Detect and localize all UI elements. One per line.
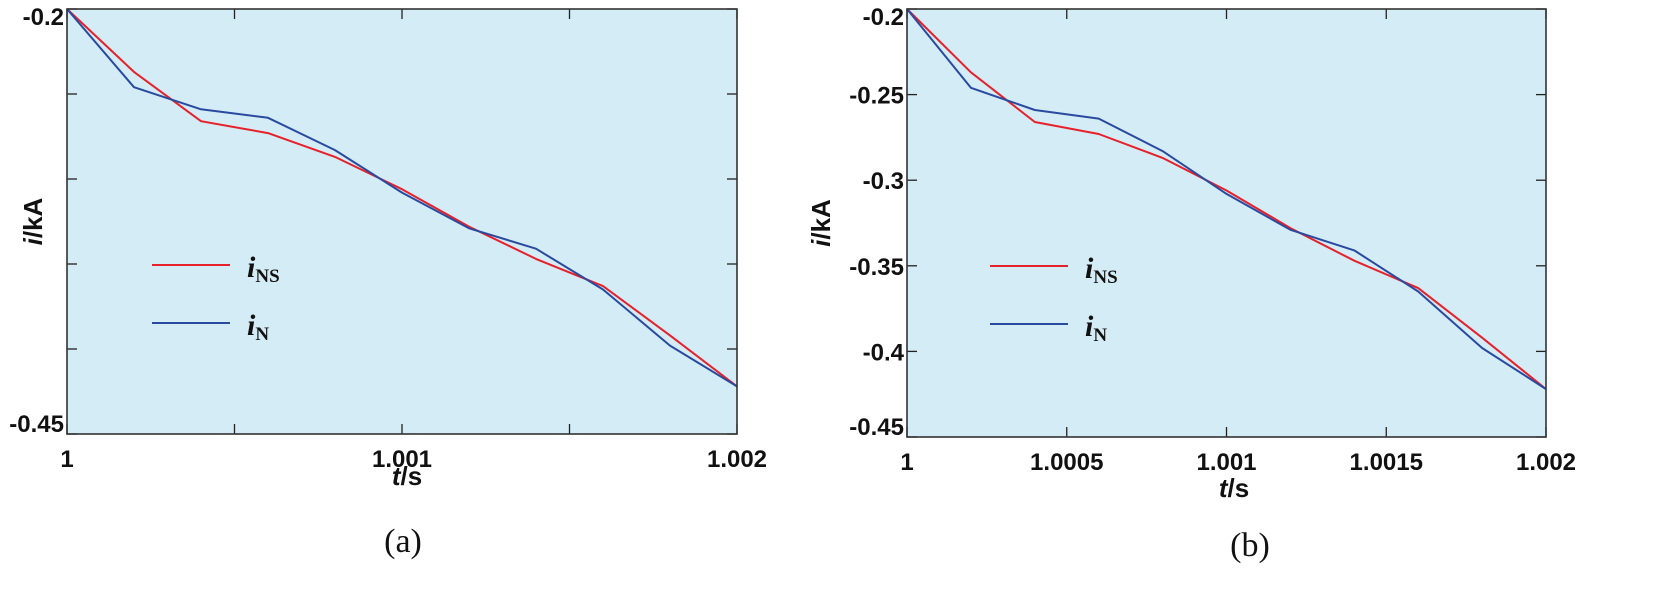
plot-area: [907, 9, 1546, 437]
y-axis-var: i: [18, 237, 48, 245]
x-tick-label: 1.001: [1196, 449, 1256, 476]
series-line-i-n: [66, 8, 738, 388]
legend-subscript: N: [255, 324, 269, 345]
plot-frame: [66, 8, 738, 435]
legend-label-i-n: iN: [1085, 310, 1107, 346]
x-axis-unit: /s: [1227, 473, 1249, 503]
legend-var: i: [247, 309, 256, 342]
y-tick-label: -0.45: [9, 411, 64, 438]
y-tick-label: -0.4: [863, 339, 905, 366]
x-tick-label: 1.0005: [1030, 449, 1103, 476]
y-tick-label: -0.35: [849, 254, 904, 281]
y-tick-label: -0.2: [23, 4, 64, 31]
panel-caption: (a): [384, 523, 422, 560]
series-line-i-ns: [906, 8, 1547, 390]
legend-var: i: [1085, 310, 1094, 343]
panel-b: 1 1.0005 1.001 1.0015 1.002 -0.2 -0.25 -0.3 -0.3…: [806, 4, 1576, 564]
legend-label-i-n: iN: [247, 309, 269, 345]
x-tick-label: 1.0015: [1350, 449, 1423, 476]
legend-label-i-ns: iNS: [1085, 252, 1118, 288]
legend-subscript: N: [1093, 325, 1107, 346]
y-tick-label: -0.45: [849, 414, 904, 441]
x-axis-unit: /s: [400, 461, 422, 491]
plot-frame: [906, 8, 1547, 438]
x-tick-label: 1.002: [1516, 449, 1576, 476]
x-tick-label: 1: [60, 446, 73, 473]
x-tick-label: 1.001: [372, 446, 432, 473]
series-line-i-ns: [66, 8, 738, 388]
x-tick-label: 1.002: [707, 446, 767, 473]
y-tick-label: -0.2: [863, 4, 904, 31]
panel-caption: (b): [1230, 527, 1270, 564]
legend-subscript: NS: [255, 266, 279, 287]
legend-var: i: [247, 251, 256, 284]
x-axis-var: t: [1219, 473, 1229, 503]
y-axis-var: i: [806, 239, 836, 247]
y-tick-label: -0.25: [849, 83, 904, 110]
legend-var: i: [1085, 252, 1094, 285]
y-axis-unit: /kA: [806, 199, 836, 240]
x-axis-label: t/s: [1219, 473, 1249, 503]
series-line-i-n: [906, 8, 1547, 390]
y-axis-label: i/kA: [806, 199, 836, 247]
legend-label-i-ns: iNS: [247, 251, 280, 287]
x-axis-label: t/s: [392, 461, 422, 491]
x-axis-var: t: [392, 461, 402, 491]
y-tick-label: -0.3: [863, 168, 904, 195]
x-tick-label: 1: [900, 449, 913, 476]
legend-subscript: NS: [1093, 267, 1117, 288]
plot-area: [67, 9, 737, 434]
y-axis-label: i/kA: [18, 197, 48, 245]
y-axis-unit: /kA: [18, 197, 48, 238]
